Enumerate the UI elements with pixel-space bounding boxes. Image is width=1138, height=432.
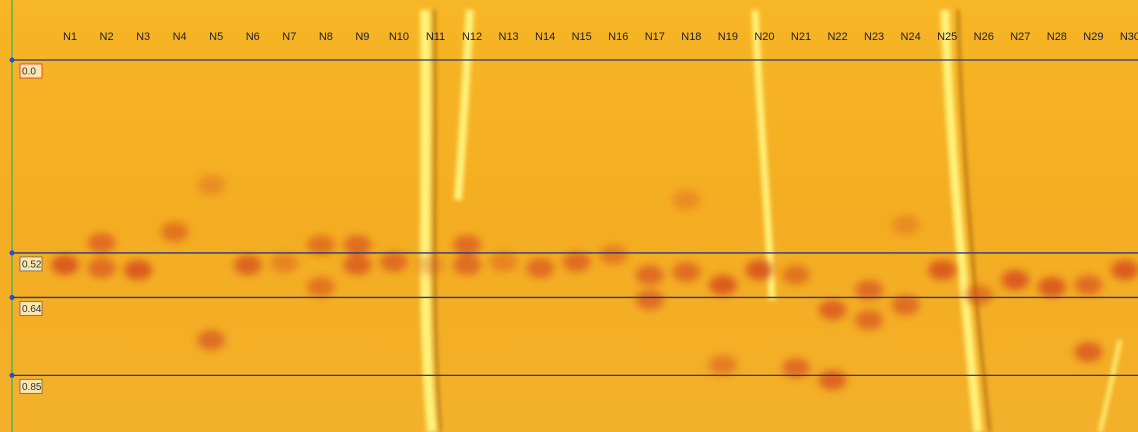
rf-label: 0.64 <box>22 304 42 315</box>
lane-label: N3 <box>136 31 150 43</box>
lane-label: N24 <box>901 31 921 43</box>
lane-label: N22 <box>827 31 847 43</box>
band <box>819 300 847 320</box>
band <box>197 330 225 350</box>
plate-view: N1 N2 N3 N4 N5 N6 N7 N8 N9 N10 N11 N12 N13 N14 N15 N16 N… <box>0 0 1138 432</box>
band <box>745 260 773 280</box>
lane-label: N11 <box>426 31 445 43</box>
band <box>672 190 700 210</box>
lane-label: N20 <box>754 31 774 43</box>
lane-label: N25 <box>937 31 957 43</box>
band <box>88 233 116 253</box>
lane-label: N13 <box>499 31 519 43</box>
band <box>1001 270 1029 290</box>
band <box>124 260 152 280</box>
lane-label: N30 <box>1120 31 1138 43</box>
lane-label: N9 <box>355 31 369 43</box>
band <box>892 215 920 235</box>
lane-label: N6 <box>246 31 260 43</box>
band <box>928 260 956 280</box>
band <box>819 370 847 390</box>
band <box>1038 277 1066 297</box>
rf-marker <box>10 58 15 63</box>
lane-label: N14 <box>535 31 555 43</box>
lane-label: N23 <box>864 31 884 43</box>
lane-label: N28 <box>1047 31 1067 43</box>
lane-label: N21 <box>791 31 811 43</box>
band <box>270 253 298 273</box>
lane-label: N10 <box>389 31 409 43</box>
rf-label: 0.85 <box>22 382 42 393</box>
lane-label: N16 <box>608 31 628 43</box>
band <box>51 255 79 275</box>
band <box>307 235 335 255</box>
band <box>343 235 371 255</box>
lane-label: N27 <box>1010 31 1030 43</box>
band <box>417 255 445 275</box>
band <box>234 255 262 275</box>
lane-label: N5 <box>209 31 223 43</box>
band <box>526 258 554 278</box>
plate-image: N1 N2 N3 N4 N5 N6 N7 N8 N9 N10 N11 N12 N13 N14 N15 N16 N… <box>0 0 1138 432</box>
rf-label: 0.0 <box>22 67 36 78</box>
rf-marker <box>10 295 15 300</box>
band <box>1074 275 1102 295</box>
band <box>453 235 481 255</box>
lane-label: N4 <box>173 31 187 43</box>
rf-marker <box>10 373 15 378</box>
lane-label: N1 <box>63 31 77 43</box>
band <box>197 175 225 195</box>
band <box>599 245 627 265</box>
band <box>1111 260 1138 280</box>
band <box>563 252 591 272</box>
band <box>709 275 737 295</box>
lane-label: N26 <box>974 31 994 43</box>
band <box>1074 342 1102 362</box>
lane-label: N2 <box>100 31 114 43</box>
band <box>343 255 371 275</box>
lane-label: N29 <box>1083 31 1103 43</box>
band <box>636 265 664 285</box>
lane-label: N8 <box>319 31 333 43</box>
lane-label: N18 <box>681 31 701 43</box>
band <box>307 277 335 297</box>
band <box>636 290 664 310</box>
lane-label: N17 <box>645 31 665 43</box>
band <box>161 222 189 242</box>
band <box>965 285 993 305</box>
lane-label: N12 <box>462 31 482 43</box>
lane-label: N15 <box>572 31 592 43</box>
band <box>855 310 883 330</box>
rf-marker <box>10 250 15 255</box>
rf-label: 0.52 <box>22 260 42 271</box>
band <box>380 252 408 272</box>
lane-label: N7 <box>282 31 296 43</box>
band <box>453 255 481 275</box>
band <box>709 355 737 375</box>
band <box>782 265 810 285</box>
band <box>490 252 518 272</box>
band <box>672 262 700 282</box>
band <box>88 258 116 278</box>
lane-label: N19 <box>718 31 738 43</box>
